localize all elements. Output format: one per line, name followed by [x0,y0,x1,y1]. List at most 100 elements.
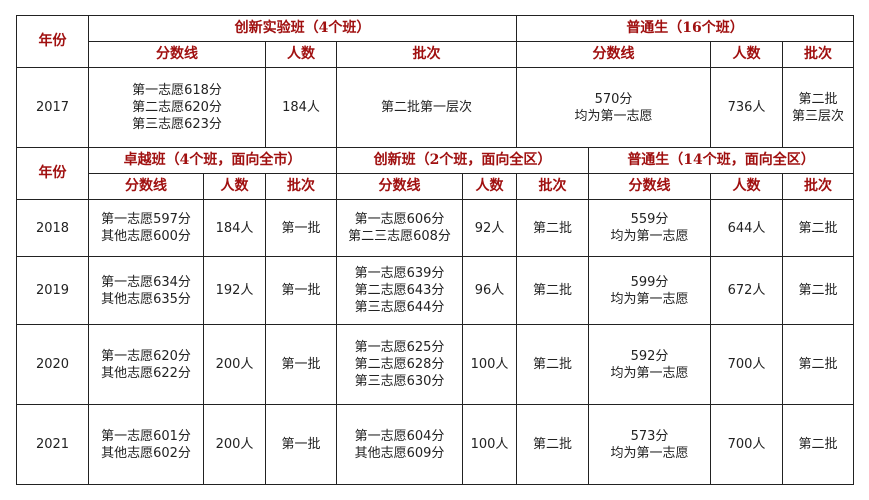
score-line: 第一志愿606分 [354,212,445,227]
batch-line: 第三层次 [792,108,845,124]
count-cell: 96人 [461,256,518,325]
score-line: 第一志愿601分 [101,428,191,444]
col-header-count: 人数 [710,173,784,200]
count-cell: 192人 [203,256,266,325]
score-line: 第一志愿604分 [354,428,445,444]
score-line: 570分 [594,91,633,107]
score-cell: 第一志愿618分 第二志愿620分 第三志愿623分 [88,67,266,148]
count-cell: 184人 [265,67,337,148]
year-cell: 2017 [16,67,89,148]
batch-cell: 第一批 [265,199,337,257]
score-line: 592分 [630,348,669,364]
batch-line: 第二批 [798,91,838,107]
year-cell: 2019 [16,256,89,325]
group-title: 创新班（2个班，面向全区） [335,147,590,174]
batch-cell: 第二批 [516,404,590,485]
col-header-batch: 批次 [516,173,590,200]
score-cell: 573分 均为第一志愿 [588,404,712,485]
score-line: 573分 [630,428,669,444]
count-cell: 672人 [710,256,784,325]
count-cell: 100人 [461,324,518,405]
score-line: 其他志愿609分 [354,445,445,461]
score-cell: 第一志愿597分 其他志愿600分 [88,199,204,257]
score-cell: 第一志愿606分 第二三志愿608分 [336,199,463,257]
batch-cell: 第一批 [265,324,337,405]
count-cell: 736人 [710,67,784,148]
col-header-batch: 批次 [335,41,518,68]
count-cell: 100人 [461,404,518,485]
table-row: 2018 第一志愿597分 其他志愿600分 184人 第一批 第一志愿606分 第二三志愿… [16,199,855,257]
col-header-score: 分数线 [88,173,204,200]
batch-cell: 第二批第一层次 [335,67,518,148]
score-line: 均为第一志愿 [610,229,689,244]
count-cell: 200人 [203,404,266,485]
score-line: 第一志愿639分 [354,266,445,281]
score-line: 第三志愿644分 [354,300,445,315]
score-line: 其他志愿600分 [101,229,191,244]
col-header-count: 人数 [461,173,518,200]
score-line: 第二志愿628分 [354,357,445,372]
score-cell: 第一志愿625分 第二志愿628分 第三志愿630分 [336,324,463,405]
score-line: 均为第一志愿 [574,108,653,124]
score-line: 其他志愿635分 [101,291,191,307]
count-cell: 200人 [203,324,266,405]
score-line: 其他志愿622分 [101,365,191,381]
batch-cell: 第一批 [265,256,337,325]
table-row: 2020 第一志愿620分 其他志愿622分 200人 第一批 第一志愿625分 第二志愿6… [16,324,855,405]
score-cell: 第一志愿639分 第二志愿643分 第三志愿644分 [336,256,463,325]
admission-score-table: 年份 创新实验班（4个班） 普通生（16个班） 分数线 人数 批次 分数线 人数… [16,15,855,485]
score-line: 第一志愿625分 [354,340,445,355]
col-header-score: 分数线 [588,173,712,200]
count-cell: 92人 [461,199,518,257]
col-header-score: 分数线 [336,173,463,200]
batch-cell: 第二批 [782,256,855,325]
count-cell: 700人 [710,404,784,485]
score-line: 第一志愿597分 [101,212,191,227]
col-header-batch: 批次 [782,173,855,200]
year-cell: 2021 [16,404,89,485]
score-line: 599分 [630,274,669,290]
batch-cell: 第二批 [516,199,590,257]
score-cell: 599分 均为第一志愿 [588,256,712,325]
score-cell: 559分均为第一志愿 [588,199,712,257]
score-cell: 第一志愿634分 其他志愿635分 [88,256,204,325]
score-cell: 592分 均为第一志愿 [588,324,712,405]
score-line: 第二志愿643分 [354,283,445,298]
year-cell: 2020 [16,324,89,405]
score-line: 均为第一志愿 [610,365,689,381]
score-line: 均为第一志愿 [610,291,689,307]
year-cell: 2018 [16,199,89,257]
year-header: 年份 [16,147,89,200]
group-title: 普通生（16个班） [516,15,855,42]
col-header-score: 分数线 [516,41,712,68]
count-cell: 184人 [203,199,266,257]
group-title: 创新实验班（4个班） [87,15,518,42]
score-line: 第一志愿620分 [101,348,191,364]
count-cell: 644人 [710,199,784,257]
table-row: 2021 第一志愿601分 其他志愿602分 200人 第一批 第一志愿604分 其他志愿6… [16,404,855,485]
score-line: 第三志愿623分 [132,117,222,132]
table-row: 2017 第一志愿618分 第二志愿620分 第三志愿623分 184人 第二批… [16,67,855,148]
batch-cell: 第二批 [782,404,855,485]
batch-cell: 第二批 [516,324,590,405]
col-header-count: 人数 [265,41,337,68]
table-row: 2019 第一志愿634分 其他志愿635分 192人 第一批 第一志愿639分 第二志愿6… [16,256,855,325]
batch-cell: 第二批 [782,199,855,257]
col-header-count: 人数 [203,173,266,200]
score-line: 第二志愿620分 [132,100,222,115]
score-line: 其他志愿602分 [101,445,191,461]
score-line: 559分 [630,212,669,227]
count-cell: 700人 [710,324,784,405]
col-header-score: 分数线 [88,41,266,68]
score-line: 均为第一志愿 [610,445,689,461]
score-line: 第一志愿618分 [132,83,222,98]
batch-cell: 第一批 [265,404,337,485]
batch-cell: 第二批 第三层次 [782,67,855,148]
col-header-count: 人数 [710,41,784,68]
col-header-batch: 批次 [782,41,855,68]
score-line: 第三志愿630分 [354,374,445,389]
score-cell: 570分 均为第一志愿 [516,67,712,148]
group-title: 普通生（14个班，面向全区） [588,147,855,174]
batch-cell: 第二批 [782,324,855,405]
score-line: 第二三志愿608分 [348,229,451,244]
